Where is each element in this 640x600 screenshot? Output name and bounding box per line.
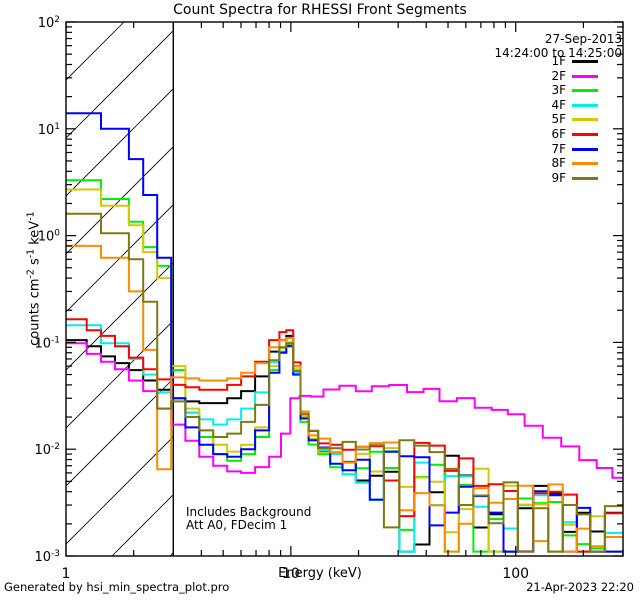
y-tick-label-1e1: 101: [38, 122, 60, 138]
y-tick-label-1e2: 102: [38, 15, 60, 31]
legend-swatch-8F[interactable]: [572, 162, 598, 166]
x-tick-label-100: 100: [502, 566, 529, 582]
annotation-attenuator-state: Att A0, FDecim 1: [186, 518, 288, 532]
x-axis-label: Energy (keV): [278, 566, 362, 581]
y-tick-label-1e-2: 10-2: [34, 442, 60, 458]
series-line-9F: [66, 212, 623, 553]
legend-swatch-1F[interactable]: [572, 60, 598, 63]
series-line-8F: [66, 244, 623, 553]
observation-time-range: 14:24:00 to 14:25:00: [494, 46, 622, 60]
legend-label-9F[interactable]: 9F: [551, 170, 566, 185]
plot-frame: [65, 21, 624, 557]
y-axis-label: counts cm-2 s-1 keV-1: [25, 211, 43, 346]
legend-label-3F[interactable]: 3F: [551, 83, 566, 98]
legend-swatch-9F[interactable]: [572, 176, 598, 180]
y-tick-label-1e-3: 10-3: [34, 549, 60, 565]
footer-generated-by: Generated by hsi_min_spectra_plot.pro: [4, 580, 230, 594]
x-tick-label-1: 1: [62, 566, 71, 582]
legend-swatch-7F[interactable]: [572, 147, 598, 151]
annotation-includes-background: Includes Background: [186, 505, 312, 519]
legend-swatch-2F[interactable]: [572, 74, 598, 78]
legend-label-4F[interactable]: 4F: [551, 97, 566, 112]
legend-swatch-5F[interactable]: [572, 118, 598, 122]
legend-swatch-3F[interactable]: [572, 89, 598, 93]
legend-label-2F[interactable]: 2F: [551, 68, 566, 83]
legend-label-6F[interactable]: 6F: [551, 127, 566, 141]
legend-label-1F[interactable]: 1F: [551, 54, 566, 68]
footer-timestamp: 21-Apr-2023 22:20: [526, 580, 634, 594]
series-line-4F: [66, 324, 623, 553]
page-title: Count Spectra for RHESSI Front Segments: [173, 2, 467, 18]
series-line-6F: [66, 318, 623, 553]
series-line-5F: [66, 188, 623, 553]
legend-swatch-4F[interactable]: [572, 103, 598, 107]
observation-date: 27-Sep-2013: [544, 32, 622, 46]
legend-label-7F[interactable]: 7F: [551, 141, 566, 156]
series-line-1F: [66, 334, 623, 553]
hatched-exclusion-region: [66, 22, 174, 556]
legend-label-8F[interactable]: 8F: [551, 156, 566, 171]
x-tick-label-10: 10: [282, 566, 300, 582]
legend-swatch-6F[interactable]: [572, 133, 598, 136]
legend-label-5F[interactable]: 5F: [551, 112, 566, 127]
series-line-2F: [66, 342, 623, 479]
